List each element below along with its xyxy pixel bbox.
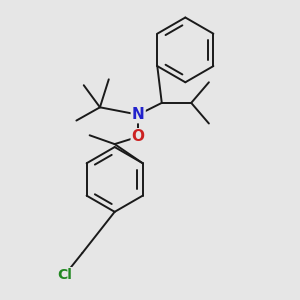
Text: O: O xyxy=(132,129,145,144)
Text: N: N xyxy=(132,107,145,122)
Text: Cl: Cl xyxy=(57,268,72,282)
